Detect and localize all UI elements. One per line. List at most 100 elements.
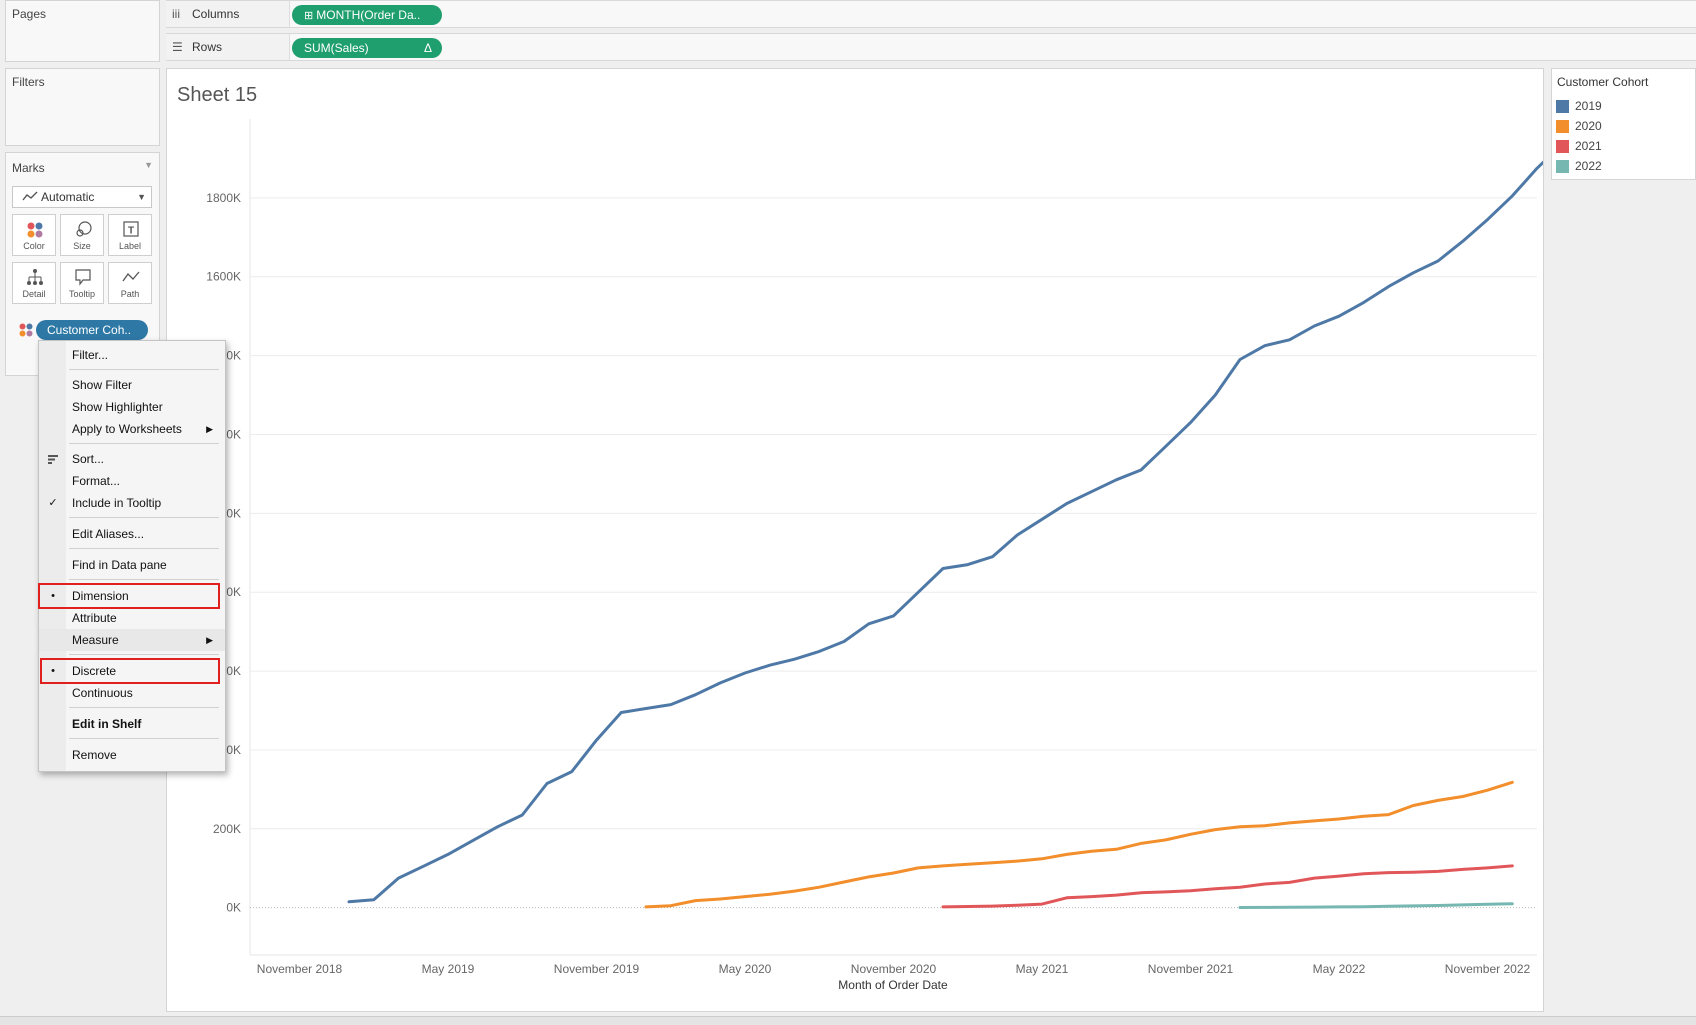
y-tick-label: 1600K bbox=[206, 270, 241, 284]
color-field-icon bbox=[19, 323, 33, 337]
legend-label: 2021 bbox=[1575, 139, 1602, 153]
label-button-label: Label bbox=[118, 241, 142, 251]
legend-title: Customer Cohort bbox=[1557, 75, 1649, 89]
menu-item-label: Remove bbox=[72, 748, 117, 762]
mark-type-label: Automatic bbox=[41, 190, 95, 204]
delta-icon: Δ bbox=[423, 41, 432, 55]
submenu-arrow-icon: ▶ bbox=[206, 635, 213, 645]
menu-item-remove[interactable]: Remove bbox=[39, 744, 225, 766]
menu-item-attribute[interactable]: Attribute bbox=[39, 607, 225, 629]
legend-swatch bbox=[1556, 100, 1569, 113]
menu-item-label: Find in Data pane bbox=[72, 558, 167, 572]
worksheet-view[interactable]: Sheet 15 0K200K400K600K800K1000K1200K140… bbox=[166, 68, 1544, 1012]
menu-item-format[interactable]: Format... bbox=[39, 470, 225, 492]
series-line-2019[interactable] bbox=[347, 145, 1543, 904]
legend-label: 2022 bbox=[1575, 159, 1602, 173]
x-tick-label: May 2022 bbox=[1313, 962, 1366, 976]
x-tick-label: November 2022 bbox=[1445, 962, 1531, 976]
tooltip-button-label: Tooltip bbox=[68, 289, 95, 299]
menu-item-include-in-tooltip[interactable]: ✓ Include in Tooltip bbox=[39, 492, 225, 514]
path-button-label: Path bbox=[120, 289, 140, 299]
detail-button[interactable]: Detail bbox=[12, 262, 56, 304]
menu-item-label: Format... bbox=[72, 474, 121, 488]
series-line-2021[interactable] bbox=[941, 864, 1514, 909]
menu-separator bbox=[69, 369, 219, 370]
menu-separator bbox=[69, 579, 219, 580]
color-legend[interactable]: Customer Cohort 2019 2020 2021 2022 bbox=[1551, 68, 1696, 180]
customer-cohort-pill[interactable]: Customer Coh.. bbox=[36, 320, 148, 340]
menu-item-apply-to-worksheets[interactable]: Apply to Worksheets ▶ bbox=[39, 418, 225, 440]
path-button[interactable]: Path bbox=[108, 262, 152, 304]
menu-item-edit-aliases[interactable]: Edit Aliases... bbox=[39, 523, 225, 545]
menu-separator bbox=[69, 738, 219, 739]
menu-item-label: Filter... bbox=[72, 348, 109, 362]
x-tick-label: November 2018 bbox=[257, 962, 343, 976]
menu-item-show-filter[interactable]: Show Filter bbox=[39, 374, 225, 396]
menu-item-label: Dimension bbox=[72, 589, 129, 603]
x-tick-label: May 2019 bbox=[422, 962, 475, 976]
menu-separator bbox=[69, 517, 219, 518]
color-button[interactable]: Color bbox=[12, 214, 56, 256]
line-chart[interactable]: Sheet 15 0K200K400K600K800K1000K1200K140… bbox=[167, 69, 1543, 1011]
mark-type-dropdown[interactable]: Automatic ▼ bbox=[12, 186, 152, 208]
menu-item-label: Sort... bbox=[72, 452, 105, 466]
menu-item-continuous[interactable]: Continuous bbox=[39, 682, 225, 704]
menu-item-discrete[interactable]: • Discrete bbox=[39, 660, 225, 682]
sum-sales-pill[interactable]: SUM(Sales) Δ bbox=[292, 38, 442, 58]
label-icon: T bbox=[123, 221, 139, 237]
legend-label: 2019 bbox=[1575, 99, 1602, 113]
filters-card[interactable]: Filters bbox=[5, 68, 160, 146]
pages-title: Pages bbox=[12, 7, 47, 21]
marks-title: Marks bbox=[12, 161, 45, 175]
menu-item-label: Attribute bbox=[72, 611, 117, 625]
pages-card[interactable]: Pages bbox=[5, 0, 160, 62]
submenu-arrow-icon: ▶ bbox=[206, 424, 213, 434]
sort-icon bbox=[48, 455, 58, 464]
menu-gutter bbox=[39, 341, 66, 771]
menu-item-filter[interactable]: Filter... bbox=[39, 344, 225, 366]
detail-icon bbox=[27, 269, 43, 285]
tooltip-icon bbox=[75, 269, 91, 286]
line-chart-icon bbox=[22, 191, 38, 201]
series-line-2020[interactable] bbox=[644, 780, 1514, 909]
columns-shelf[interactable]: iii Columns ⊞ MONTH(Order Da.. bbox=[166, 0, 1696, 28]
menu-item-sort[interactable]: Sort... bbox=[39, 448, 225, 470]
menu-item-edit-in-shelf[interactable]: Edit in Shelf bbox=[39, 713, 225, 735]
legend-swatch bbox=[1556, 140, 1569, 153]
rows-shelf-label: ☰ Rows bbox=[166, 34, 290, 60]
sheet-tab-strip[interactable] bbox=[0, 1016, 1696, 1025]
legend-swatch bbox=[1556, 120, 1569, 133]
menu-separator bbox=[69, 443, 219, 444]
filters-title: Filters bbox=[12, 75, 45, 89]
x-tick-label: November 2020 bbox=[851, 962, 937, 976]
marks-collapse-icon[interactable]: ▼ bbox=[144, 160, 153, 170]
size-button-label: Size bbox=[73, 241, 91, 251]
menu-separator bbox=[69, 707, 219, 708]
menu-item-label: Edit in Shelf bbox=[72, 717, 142, 731]
menu-item-measure[interactable]: Measure ▶ bbox=[39, 629, 225, 651]
menu-separator bbox=[69, 654, 219, 655]
menu-item-show-highlighter[interactable]: Show Highlighter bbox=[39, 396, 225, 418]
label-button[interactable]: T Label bbox=[108, 214, 152, 256]
menu-item-dimension[interactable]: • Dimension bbox=[39, 585, 225, 607]
rows-icon: ☰ bbox=[172, 40, 183, 54]
columns-icon: iii bbox=[172, 7, 180, 21]
chevron-down-icon: ▼ bbox=[137, 192, 146, 202]
rows-shelf[interactable]: ☰ Rows SUM(Sales) Δ bbox=[166, 33, 1696, 61]
size-button[interactable]: Size bbox=[60, 214, 104, 256]
expand-icon: ⊞ bbox=[304, 10, 317, 22]
radio-bullet-icon: • bbox=[51, 590, 55, 602]
menu-item-label: Edit Aliases... bbox=[72, 527, 145, 541]
legend-swatch bbox=[1556, 160, 1569, 173]
menu-item-label: Include in Tooltip bbox=[72, 496, 162, 510]
x-tick-label: November 2019 bbox=[554, 962, 640, 976]
series-line-2022[interactable] bbox=[1238, 902, 1514, 909]
tooltip-button[interactable]: Tooltip bbox=[60, 262, 104, 304]
columns-label-text: Columns bbox=[192, 7, 240, 21]
detail-button-label: Detail bbox=[22, 289, 46, 299]
month-order-date-pill[interactable]: ⊞ MONTH(Order Da.. bbox=[292, 5, 442, 25]
svg-text:T: T bbox=[128, 226, 134, 237]
checkmark-icon: ✓ bbox=[48, 497, 58, 509]
y-tick-label: 0K bbox=[226, 901, 241, 915]
menu-item-find-in-data-pane[interactable]: Find in Data pane bbox=[39, 554, 225, 576]
